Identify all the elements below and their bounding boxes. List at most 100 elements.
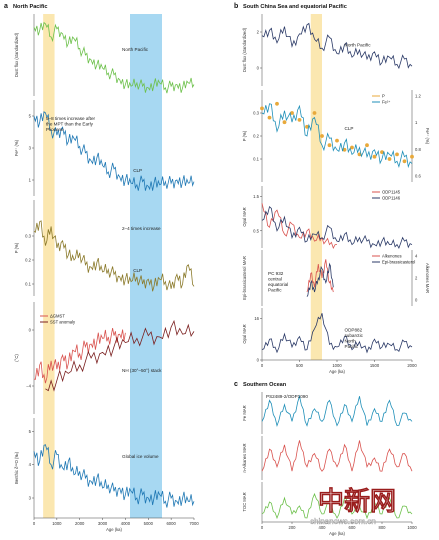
- x-axis-label-a5: Age (ka): [106, 527, 122, 532]
- x-axis-label-c3: Age (ka): [329, 531, 345, 536]
- y-tick-label-a4-0: −4: [26, 384, 31, 389]
- point-b2-0-3: [282, 120, 287, 125]
- x-tick-label-c3-0: 0: [261, 525, 264, 530]
- y-tick-label-b3-0: 0.5: [253, 228, 259, 233]
- point-b2-0-9: [327, 143, 332, 148]
- y-tick-label-a5-0: 3: [29, 496, 32, 501]
- point-b2-0-16: [380, 150, 384, 155]
- x-tick-label-b5-4: 2000: [407, 363, 417, 368]
- y2-tick-label-b4-1: 2: [415, 276, 418, 281]
- series-line-a5-0: [33, 444, 195, 508]
- y2-tick-label-b2-1: 1: [415, 120, 418, 125]
- y-tick-label-b1-0: 0: [257, 66, 260, 71]
- annotation-b4: PC 932 central equatorial Pacific: [268, 271, 288, 293]
- x-tick-label-a5-5: 5000: [144, 521, 154, 526]
- shade-band-a-1: [130, 14, 162, 518]
- point-b2-0-11: [342, 147, 347, 152]
- y-axis-label-c2: n-Alkanes MAR: [242, 443, 247, 472]
- y-tick-label-b3-1: 1.5: [253, 194, 259, 199]
- point-b2-0-17: [387, 157, 392, 161]
- legend-label-b2-1: Fe²⁺: [382, 100, 391, 105]
- y-tick-label-a5-2: 5: [29, 429, 32, 434]
- point-b2-0-4: [290, 111, 294, 115]
- chart-a5: Benthic δ¹⁸O (‰) 3 4 5 Global ice volume 0 100…: [14, 418, 199, 532]
- y-tick-label-b5-1: 16: [254, 316, 259, 321]
- x-tick-label-a5-4: 4000: [121, 521, 131, 526]
- point-b2-0-14: [365, 143, 369, 148]
- y-axis-label-a2: Fe²⁺ (%): [14, 139, 19, 156]
- y2-tick-label-b2-3: 0.6: [415, 174, 421, 179]
- shade-band-b-0: [310, 14, 322, 360]
- point-b2-0-7: [312, 111, 317, 115]
- y-tick-label-b5-0: 0: [257, 358, 260, 363]
- point-b2-0-6: [305, 124, 309, 129]
- chart-b1: Dust flux (standardized) 0 2 North Pacific: [242, 14, 413, 86]
- y-tick-label-b2-0: 0.1: [253, 157, 259, 162]
- panel-a-title: North Pacific: [13, 4, 48, 10]
- point-b2-0-8: [320, 134, 324, 138]
- panel-b-title: South China Sea and equatorial Pacific: [243, 4, 347, 10]
- y-tick-label-a5-1: 4: [29, 462, 32, 467]
- x-tick-label-a5-3: 3000: [98, 521, 108, 526]
- annotation2-a2: CLP: [133, 168, 142, 173]
- charts-group: Dust flux (standardized) North Pacific Fe²…: [14, 14, 430, 536]
- annotation-a1: North Pacific: [122, 47, 149, 52]
- panel-c-title: Southern Ocean: [243, 382, 287, 388]
- series-line-b1-0: [261, 22, 413, 70]
- y-tick-label-b2-2: 0.3: [253, 111, 259, 116]
- series-line-b4-1: [306, 262, 334, 297]
- series-line-b5-0: [261, 313, 413, 354]
- point-b2-0-10: [335, 138, 339, 143]
- point-b2-0-12: [350, 145, 354, 150]
- series-line-a3-0: [33, 220, 195, 292]
- y-tick-label-a3-0: 0.1: [25, 282, 31, 287]
- y-axis-label-c3: TOC MAR: [242, 492, 247, 511]
- y-axis-label-b3: Opal MAR: [242, 207, 247, 226]
- y-axis-label-a3: P (%): [14, 242, 19, 253]
- y-axis-label-b1: Dust flux (standardized): [242, 27, 247, 72]
- series-line-c1-0: [261, 394, 413, 427]
- series-line-a1-0: [33, 21, 195, 94]
- chart-b5: Opal MAR 0 16 ODP882 subarctic North Pacific 0 5…: [242, 308, 417, 374]
- y2-tick-label-b4-0: 4: [415, 254, 418, 259]
- x-tick-label-a5-7: 7000: [189, 521, 199, 526]
- y-tick-label-a2-1: 3: [29, 146, 32, 151]
- annotation2-a3: CLP: [133, 268, 142, 273]
- panel-c-letter: c: [234, 381, 238, 388]
- x-tick-label-a5-2: 2000: [75, 521, 85, 526]
- annotation-b2: CLP: [345, 126, 354, 131]
- point-b2-0-20: [410, 154, 414, 159]
- annotation-c1: PS2489-2/ODP1090: [266, 394, 308, 399]
- x-tick-label-c3-2: 400: [319, 525, 327, 530]
- series-line-b2-1: [261, 103, 413, 169]
- point-b2-0-19: [402, 159, 407, 164]
- point-b2-0-0: [260, 106, 264, 111]
- y-tick-label-b1-1: 2: [257, 30, 260, 35]
- y-axis-label-a1: Dust flux (standardized): [14, 32, 19, 77]
- series-line-a4-1: [45, 319, 195, 392]
- chart-a3: P (%) 0.1 0.2 0.3 2–4 times increase CLP: [14, 200, 195, 296]
- x-tick-label-b5-3: 1500: [370, 363, 380, 368]
- point-b2-0-1: [267, 115, 272, 120]
- y-axis-label-b2: P (%): [242, 130, 247, 141]
- annotation-a4: NH (30°–50°) stack: [122, 368, 162, 373]
- legend-label-b4-0: Alkenones: [382, 254, 402, 259]
- legend-label-b3-1: ODP1146: [382, 196, 401, 201]
- x-tick-label-b5-2: 1000: [332, 363, 342, 368]
- point-b2-0-2: [275, 101, 279, 106]
- chart-c3: TOC MAR 0 200 400 600 800 1000 Age (ka): [242, 482, 417, 536]
- legend-label-a4-0: ΔGMST: [50, 314, 65, 319]
- y2-tick-label-b2-0: 1.2: [415, 94, 421, 99]
- point-b2-0-15: [372, 154, 377, 159]
- x-tick-label-a5-0: 0: [33, 521, 36, 526]
- series-line-c2-0: [261, 440, 413, 472]
- y-tick-label-a4-1: 0: [29, 328, 32, 333]
- x-tick-label-a5-6: 6000: [166, 521, 176, 526]
- watermark-logo: 中新网: [318, 486, 396, 517]
- annotation-a5: Global ice volume: [122, 454, 159, 459]
- x-tick-label-b5-0: 0: [261, 363, 264, 368]
- shade-band-a-0: [43, 14, 55, 518]
